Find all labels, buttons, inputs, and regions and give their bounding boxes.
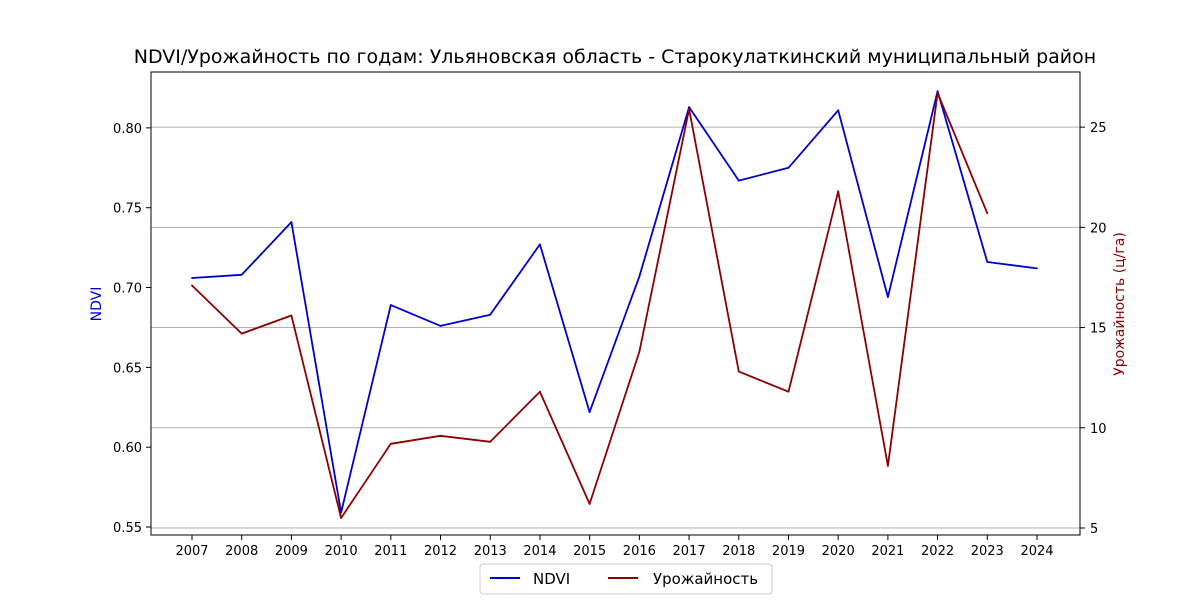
x-tick-label: 2017 bbox=[673, 544, 706, 559]
data-point bbox=[837, 109, 840, 112]
data-point bbox=[290, 314, 293, 317]
x-tick-label: 2020 bbox=[822, 544, 855, 559]
x-tick-label: 2007 bbox=[175, 544, 208, 559]
x-tick-label: 2015 bbox=[573, 544, 606, 559]
data-point bbox=[389, 442, 392, 445]
x-tick-label: 2019 bbox=[772, 544, 805, 559]
left-y-tick-label: 0.70 bbox=[113, 282, 142, 297]
x-tick-label: 2016 bbox=[623, 544, 656, 559]
x-tick-label: 2014 bbox=[523, 544, 556, 559]
x-tick-label: 2018 bbox=[722, 544, 755, 559]
data-point bbox=[240, 273, 243, 276]
data-point bbox=[986, 261, 989, 263]
data-point bbox=[787, 166, 790, 169]
data-point bbox=[191, 277, 193, 279]
right-axis-label: Урожайность (ц/га) bbox=[1112, 232, 1128, 376]
data-point bbox=[489, 313, 492, 316]
left-axis-label: NDVI bbox=[89, 287, 105, 322]
data-point bbox=[936, 90, 939, 93]
plot-frame bbox=[150, 71, 1081, 536]
series-line-ndvi bbox=[191, 90, 1038, 514]
x-tick-label: 2022 bbox=[921, 544, 954, 559]
chart-title: NDVI/Урожайность по годам: Ульяновская о… bbox=[134, 46, 1096, 68]
x-tick-label: 2024 bbox=[1020, 544, 1053, 559]
x-tick-label: 2012 bbox=[424, 544, 457, 559]
series-lines bbox=[191, 90, 1038, 519]
x-tick-label: 2008 bbox=[225, 544, 258, 559]
right-y-tick-label: 15 bbox=[1090, 322, 1107, 337]
data-point bbox=[688, 106, 690, 109]
right-y-tick-label: 5 bbox=[1090, 522, 1098, 537]
data-point bbox=[936, 92, 939, 94]
x-axis: 2007 2008 2009 2010 2011 2012 2013 2014 2015 2016… bbox=[175, 535, 1054, 559]
legend-label: Урожайность bbox=[653, 570, 758, 588]
data-point bbox=[340, 517, 343, 519]
right-y-tick-label: 25 bbox=[1090, 121, 1107, 136]
legend: NDVI Урожайность bbox=[479, 563, 773, 595]
data-point bbox=[191, 284, 193, 287]
data-point bbox=[886, 464, 889, 467]
x-tick-label: 2023 bbox=[971, 544, 1004, 559]
data-point bbox=[539, 390, 541, 393]
data-point bbox=[638, 350, 641, 353]
x-tick-label: 2011 bbox=[374, 544, 407, 559]
left-y-tick-label: 0.75 bbox=[113, 202, 142, 217]
data-point bbox=[240, 332, 243, 335]
right-y-axis: 5 10 15 20 25 bbox=[1080, 121, 1107, 537]
right-y-tick-label: 10 bbox=[1090, 422, 1107, 437]
data-point bbox=[439, 434, 442, 437]
left-y-tick-label: 0.60 bbox=[113, 441, 142, 456]
data-point bbox=[986, 212, 989, 215]
left-y-axis: 0.55 0.60 0.65 0.70 0.75 0.80 bbox=[113, 122, 151, 536]
data-point bbox=[588, 503, 591, 505]
data-point bbox=[489, 440, 492, 443]
right-y-tick-label: 20 bbox=[1090, 221, 1107, 236]
data-point bbox=[688, 108, 690, 110]
data-point bbox=[837, 190, 840, 193]
legend-label: NDVI bbox=[533, 570, 570, 588]
x-tick-label: 2009 bbox=[275, 544, 308, 559]
data-point bbox=[588, 411, 591, 413]
data-point bbox=[737, 179, 740, 182]
x-tick-label: 2010 bbox=[325, 544, 358, 559]
series-line-yield bbox=[191, 92, 989, 519]
x-tick-label: 2021 bbox=[871, 544, 904, 559]
data-point bbox=[1036, 267, 1038, 270]
grid-lines bbox=[151, 126, 1080, 529]
data-point bbox=[886, 296, 889, 299]
data-point bbox=[439, 324, 442, 327]
data-point bbox=[290, 221, 293, 223]
left-y-tick-label: 0.80 bbox=[113, 122, 142, 137]
x-tick-label: 2013 bbox=[474, 544, 507, 559]
data-point bbox=[787, 390, 790, 393]
data-point bbox=[389, 304, 392, 306]
data-point bbox=[539, 243, 541, 246]
left-y-tick-label: 0.65 bbox=[113, 361, 142, 376]
data-point bbox=[638, 275, 641, 278]
left-y-tick-label: 0.55 bbox=[113, 521, 142, 536]
data-point bbox=[737, 370, 740, 373]
